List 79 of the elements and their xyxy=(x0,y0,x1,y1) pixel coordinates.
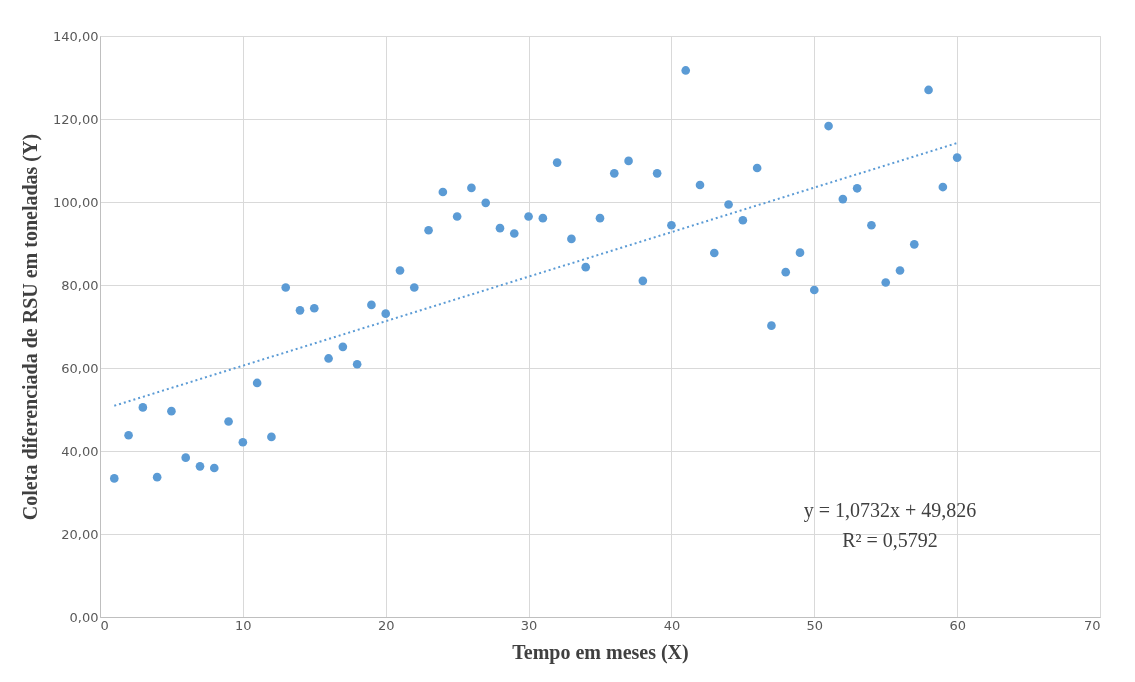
point xyxy=(281,283,291,292)
x-tick-label: 50 xyxy=(806,617,824,633)
y-tick-label: 60,00 xyxy=(61,360,99,376)
point xyxy=(767,321,776,330)
point xyxy=(467,183,476,193)
point xyxy=(867,220,876,230)
point xyxy=(509,229,519,238)
point xyxy=(267,432,276,442)
y-tick-label: 20,00 xyxy=(61,526,99,542)
point xyxy=(652,169,662,178)
point xyxy=(924,85,933,95)
point xyxy=(881,278,891,287)
point xyxy=(424,225,433,235)
point xyxy=(381,309,391,318)
x-tick-label: 70 xyxy=(1083,617,1101,633)
point xyxy=(752,163,762,173)
x-tick-label: 40 xyxy=(663,617,681,633)
point xyxy=(495,223,505,233)
x-tick-label: 20 xyxy=(377,617,395,633)
y-axis-title: Coleta diferenciada de RSU em toneladas (Y) xyxy=(19,133,43,521)
point xyxy=(195,462,205,471)
x-tick-label: 0 xyxy=(100,617,109,633)
point xyxy=(809,285,819,295)
point xyxy=(781,267,791,277)
point xyxy=(724,200,733,209)
point xyxy=(824,121,833,131)
point xyxy=(438,187,448,197)
point xyxy=(838,194,848,204)
y-tick-label: 40,00 xyxy=(61,443,99,459)
point xyxy=(124,430,133,440)
x-tick-label: 60 xyxy=(949,617,966,633)
point xyxy=(952,153,962,162)
point xyxy=(252,378,262,388)
y-tick-label: 120,00 xyxy=(53,111,99,127)
point xyxy=(452,212,462,221)
point xyxy=(595,213,605,223)
annotation: R² = 0,5792 xyxy=(842,529,938,551)
annotation: y = 1,0732x + 49,826 xyxy=(803,499,977,522)
point xyxy=(181,453,191,462)
point xyxy=(638,276,648,286)
x-tick-label: 30 xyxy=(520,617,538,633)
point xyxy=(224,417,233,426)
point xyxy=(609,169,619,178)
point xyxy=(524,212,533,221)
point xyxy=(624,156,633,166)
point xyxy=(667,220,676,230)
y-tick-label: 140,00 xyxy=(53,28,99,44)
point xyxy=(795,248,805,257)
point xyxy=(581,262,591,272)
point xyxy=(567,234,576,244)
y-tick-label: 100,00 xyxy=(53,194,99,210)
point xyxy=(109,474,119,483)
x-tick-label: 10 xyxy=(235,617,252,633)
point xyxy=(538,213,548,223)
point xyxy=(295,305,305,315)
point xyxy=(738,215,748,225)
point xyxy=(352,359,362,369)
point xyxy=(938,182,948,192)
point xyxy=(309,303,319,313)
y-tick-label: 0,00 xyxy=(69,609,99,625)
point xyxy=(324,354,333,363)
point xyxy=(681,66,691,75)
point xyxy=(709,248,719,258)
point xyxy=(152,472,162,482)
point xyxy=(409,283,419,292)
point xyxy=(552,158,562,167)
point xyxy=(209,463,219,473)
point xyxy=(909,240,919,249)
point xyxy=(167,406,176,416)
point xyxy=(852,183,862,193)
point xyxy=(138,403,148,412)
x-axis-title: Tempo em meses (X) xyxy=(512,640,689,664)
point xyxy=(481,198,491,208)
point xyxy=(395,266,405,275)
point xyxy=(367,300,376,310)
point xyxy=(338,342,348,352)
point xyxy=(895,266,905,275)
y-tick-label: 80,00 xyxy=(61,277,99,293)
point xyxy=(238,437,248,447)
